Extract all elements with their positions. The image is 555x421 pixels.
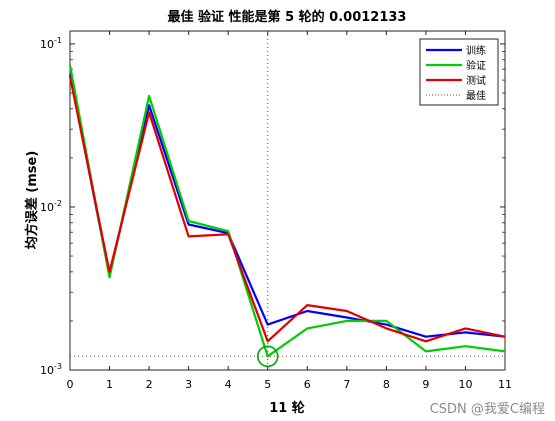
y-tick-base: 10 (40, 38, 54, 51)
series-line (68, 76, 506, 343)
legend-label: 训练 (466, 44, 486, 57)
watermark: CSDN @我爱C编程 (429, 402, 545, 417)
y-tick-label: 10-3 (40, 362, 62, 377)
x-tick-label: 5 (264, 378, 271, 391)
x-tick-label: 2 (146, 378, 153, 391)
series-lines (68, 64, 506, 368)
series-line (68, 74, 506, 338)
x-tick-label: 10 (458, 378, 472, 391)
y-tick-exponent: -1 (54, 36, 62, 45)
y-tick-base: 10 (40, 364, 54, 377)
x-tick-label: 1 (106, 378, 113, 391)
x-tick-label: 11 (498, 378, 512, 391)
x-tick-label: 7 (343, 378, 350, 391)
x-tick-label: 6 (304, 378, 311, 391)
y-tick-exponent: -3 (54, 362, 62, 371)
x-tick-label: 0 (67, 378, 74, 391)
x-tick-label: 4 (225, 378, 232, 391)
legend-label: 测试 (466, 74, 486, 87)
y-tick-base: 10 (40, 201, 54, 214)
y-axis-label: 均方误差 (mse) (24, 151, 40, 250)
y-tick-exponent: -2 (54, 199, 62, 208)
best-point-marker (256, 345, 279, 368)
y-tick-label: 10-1 (40, 36, 62, 51)
x-tick-label: 8 (383, 378, 390, 391)
chart-title: 最佳 验证 性能是第 5 轮的 0.0012133 (168, 9, 407, 25)
legend-label: 最佳 (466, 89, 486, 102)
legend-label: 验证 (466, 59, 486, 72)
x-tick-label: 9 (422, 378, 429, 391)
y-tick-label: 10-2 (40, 199, 62, 214)
x-tick-label: 3 (185, 378, 192, 391)
best-guides (70, 31, 505, 370)
series-line (68, 64, 506, 358)
x-axis-label: 11 轮 (269, 400, 305, 416)
